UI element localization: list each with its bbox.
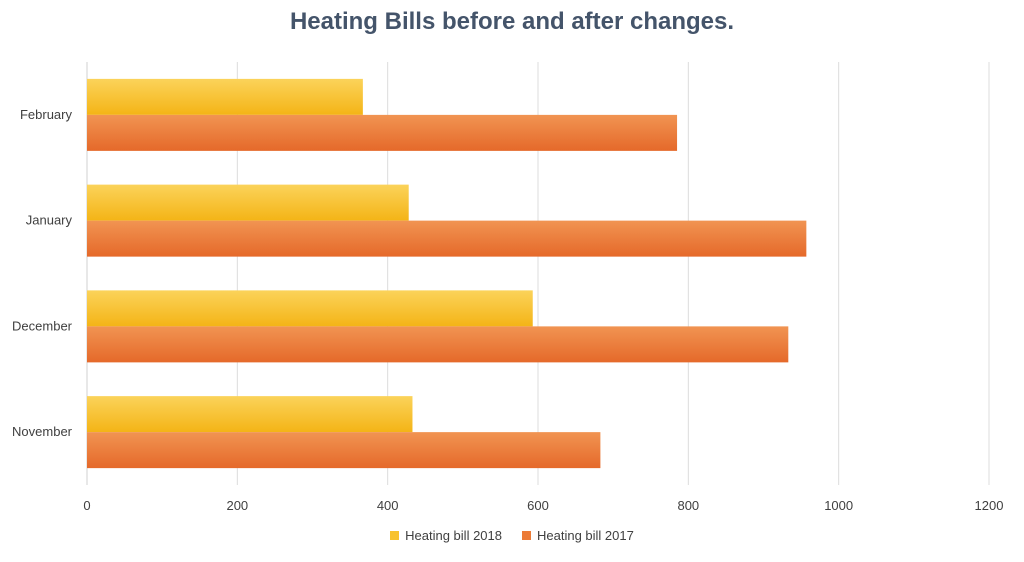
legend-label: Heating bill 2018 (405, 528, 502, 543)
bar-heating-bill-2017-november (87, 432, 601, 469)
category-label: December (12, 318, 73, 333)
bars (87, 78, 807, 469)
axis-labels: 0 200 400 600 800 1000 1200 November December Jan… (12, 107, 1003, 513)
x-tick-label: 600 (527, 498, 549, 513)
bar-heating-bill-2018-november (87, 396, 413, 433)
bar-heating-bill-2018-january (87, 184, 409, 221)
category-label: February (20, 107, 73, 122)
category-label: November (12, 424, 73, 439)
legend-swatch (522, 531, 531, 540)
x-tick-label: 800 (677, 498, 699, 513)
x-tick-label: 1000 (824, 498, 853, 513)
legend-entry: Heating bill 2018 (390, 528, 502, 543)
legend-entry: Heating bill 2017 (522, 528, 634, 543)
x-tick-label: 200 (226, 498, 248, 513)
chart-title: Heating Bills before and after changes. (289, 8, 735, 35)
legend: Heating bill 2018 Heating bill 2017 (0, 528, 1024, 543)
legend-swatch (390, 531, 400, 540)
x-tick-label: 400 (377, 498, 399, 513)
bar-heating-bill-2018-december (87, 290, 533, 327)
bar-heating-bill-2018-february (87, 78, 363, 115)
x-tick-label: 1200 (975, 498, 1004, 513)
category-label: January (26, 213, 73, 228)
x-tick-label: 0 (83, 498, 90, 513)
legend-label: Heating bill 2017 (537, 528, 634, 543)
bar-heating-bill-2017-february (87, 114, 678, 151)
bar-heating-bill-2017-january (87, 220, 807, 257)
bar-heating-bill-2017-december (87, 326, 789, 363)
